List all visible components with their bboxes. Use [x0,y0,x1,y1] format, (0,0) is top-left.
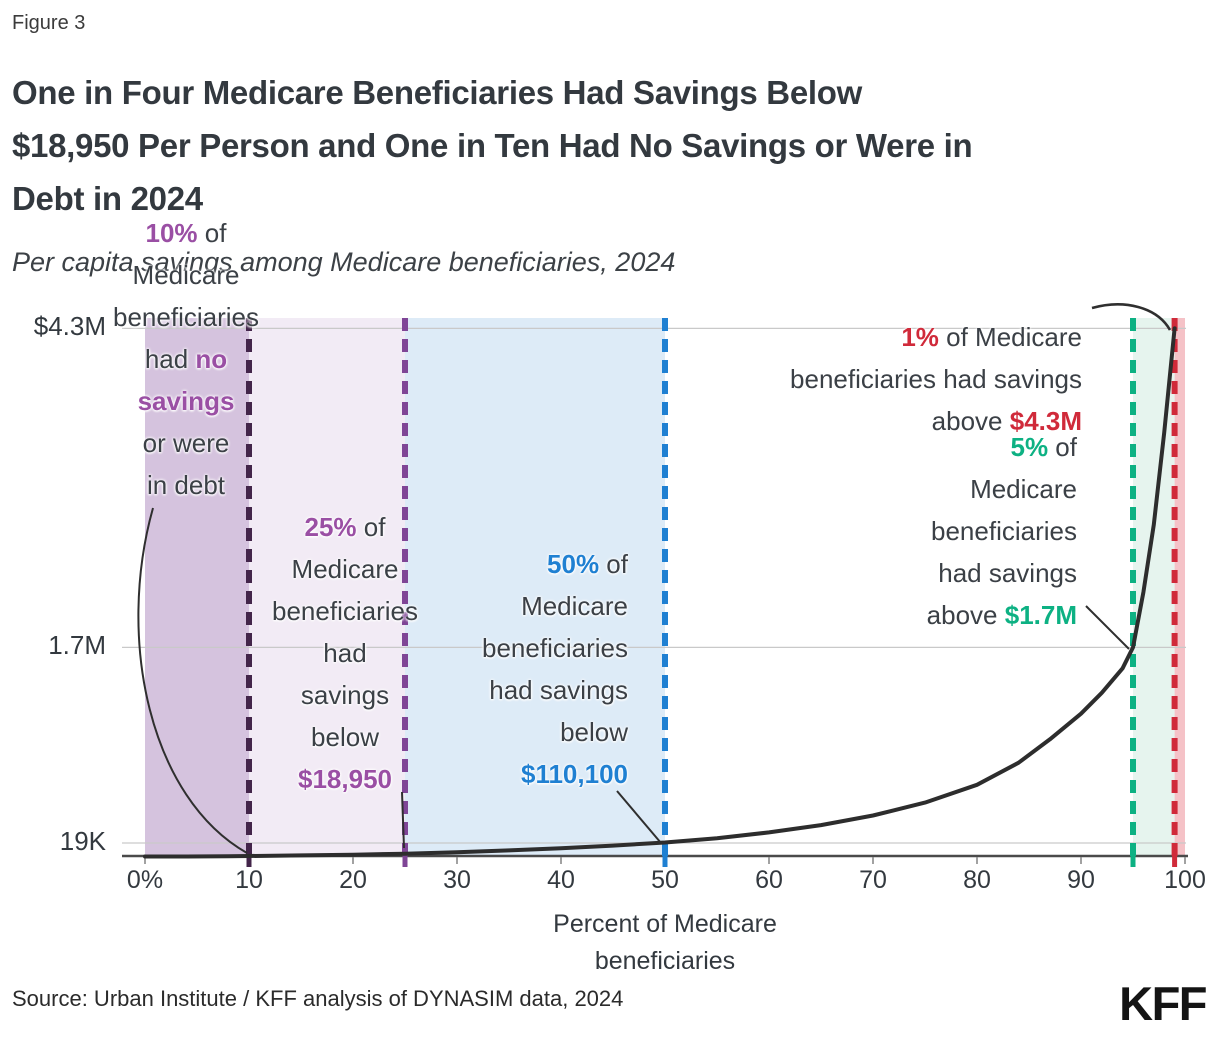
x-axis-title-line: Percent of Medicare [553,910,777,938]
title-line: One in Four Medicare Beneficiaries Had S… [12,74,862,111]
annotation-line: beneficiaries [931,516,1077,546]
x-axis-title: Percent of Medicare beneficiaries [465,906,865,980]
stat-value-10pct: 10% [145,218,198,248]
stat-value-110100: $110,100 [520,759,628,789]
x-tick-label: 10 [235,866,263,894]
y-tick-label: $4.3M [33,311,106,342]
stat-value-50pct: 50% [547,549,600,579]
annotation-line: above $1.7M [857,594,1077,636]
annotation-line: below [560,717,628,747]
annotation-line: Medicare [132,260,240,290]
stat-value-25pct: 25% [304,512,357,542]
stat-value-4point3m: $4.3M [1009,406,1082,436]
x-tick-label: 30 [443,866,471,894]
x-tick-label: 100 [1164,866,1206,894]
annotation-5pct-above-1point7m: 5% of Medicare beneficiaries had savings… [857,426,1077,636]
annotation-line: had savings [938,558,1077,588]
y-tick-label: 1.7M [48,630,106,661]
y-tick-label: 19K [59,826,106,856]
annotation-line: had no [86,338,286,380]
x-tick-label: 70 [859,866,887,894]
x-tick-label: 80 [963,866,991,894]
figure-label: Figure 3 [12,12,86,34]
x-tick-label: 0% [126,866,164,894]
annotation-line: Medicare [291,554,399,584]
shaded-region-99-100 [1174,318,1185,856]
annotation-line: 50% of [428,543,628,585]
annotation-line: beneficiaries had savings [790,364,1082,394]
annotation-line: below [311,722,379,752]
x-axis-title-line: beneficiaries [594,947,736,975]
annotation-10pct-no-savings: 10% of Medicare beneficiaries had no sav… [86,212,286,506]
annotation-line: 1% of Medicare [722,316,1082,358]
title-line: $18,950 Per Person and One in Ten Had No… [12,127,973,164]
annotation-line: above $4.3M [722,400,1082,442]
annotation-text: of [197,218,227,248]
annotation-line: had [323,638,367,668]
stat-value-1pct: 1% [901,322,939,352]
annotation-line: Medicare [970,474,1077,504]
shaded-region-95-99 [1133,318,1175,856]
annotation-text: of Medicare [938,322,1082,352]
chart-subtitle: Per capita savings among Medicare benefi… [12,247,676,277]
highlight-savings: savings [137,386,235,416]
annotation-50pct-below-110100: 50% of Medicare beneficiaries had saving… [428,543,628,795]
annotation-line: beneficiaries [482,633,628,663]
annotation-line: savings [300,680,390,710]
kff-logo: KFF [1119,977,1207,1030]
x-tick-label: 40 [547,866,575,894]
highlight-no: no [195,344,228,374]
annotation-text: of [356,512,386,542]
stat-value-18950: $18,950 [298,764,392,794]
annotation-text: of [599,549,628,579]
x-tick-label: 20 [339,866,367,894]
annotation-text: above [926,600,1005,630]
annotation-25pct-below-18950: 25% of Medicare beneficiaries had saving… [245,506,445,800]
leader-line-50pct [616,790,662,844]
leader-line-5pct [1085,605,1130,650]
x-tick-label: 50 [651,866,679,894]
annotation-1pct-above-4point3m: 1% of Medicare beneficiaries had savings… [722,316,1082,442]
x-tick-label: 60 [755,866,783,894]
leader-line-1pct [1091,303,1172,331]
source-note: Source: Urban Institute / KFF analysis o… [12,986,624,1011]
annotation-line: 10% of [86,212,286,254]
title-line: Debt in 2024 [12,180,203,217]
page-title: One in Four Medicare Beneficiaries Had S… [12,66,1202,225]
x-tick-label: 90 [1067,866,1095,894]
annotation-text: had [144,344,196,374]
annotation-line: beneficiaries [113,302,259,332]
annotation-line: had savings [489,675,628,705]
annotation-line: or were [142,428,230,458]
annotation-line: Medicare [521,591,628,621]
annotation-line: 25% of [245,506,445,548]
annotation-text: above [931,406,1010,436]
leader-line-10pct [137,507,248,854]
stat-value-1point7m: $1.7M [1004,600,1077,630]
leader-line-25pct [401,791,405,849]
annotation-line: in debt [146,470,226,500]
annotation-line: beneficiaries [272,596,418,626]
